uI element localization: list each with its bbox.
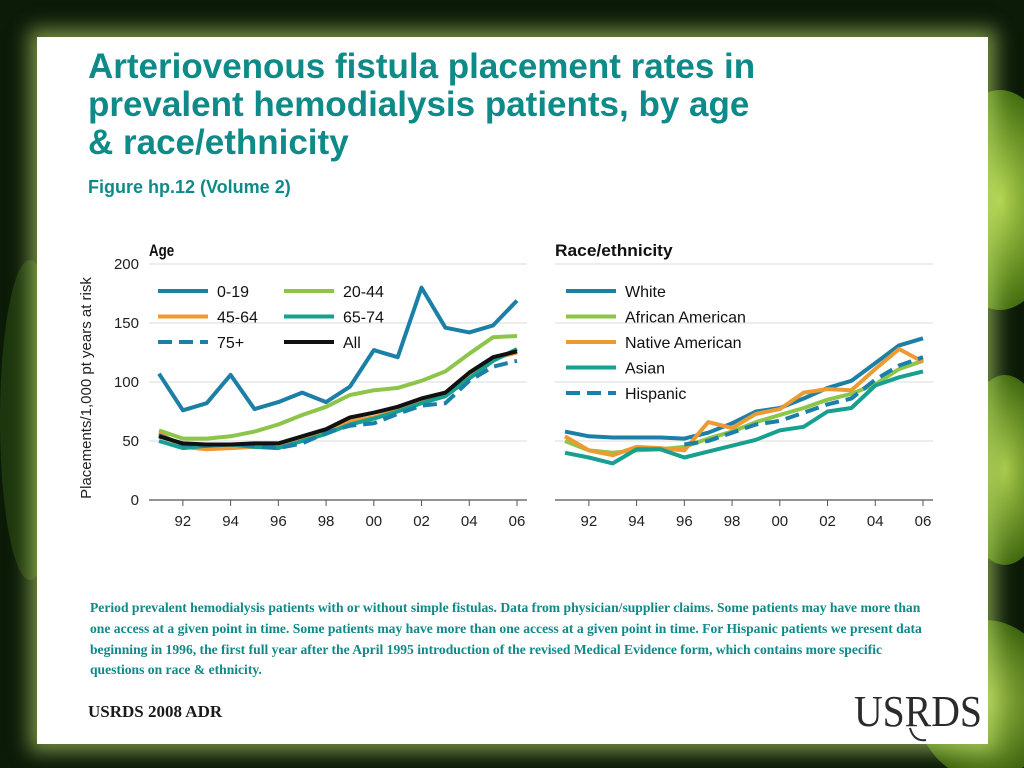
race-x-tick-label: 02 [819, 513, 836, 530]
age-legend-label-all: All [343, 335, 361, 352]
race-x-tick-label: 06 [915, 513, 932, 530]
age-x-tick-label: 02 [413, 513, 430, 530]
age-panel-title: Age [149, 241, 174, 260]
race-series-line-asian [564, 369, 924, 466]
age-x-tick-label: 92 [175, 513, 192, 530]
race-x-tick-label: 96 [676, 513, 693, 530]
race-x-tick-label: 04 [867, 513, 884, 530]
footer-source: USRDS 2008 ADR [88, 702, 223, 721]
slide-title-line-1: Arteriovenous fistula placement rates in [88, 47, 756, 86]
age-series-line-0-19 [157, 285, 519, 413]
age-y-tick-label: 150 [114, 315, 139, 332]
age-legend-label-45-64: 45-64 [217, 310, 258, 327]
age-y-tick-label: 100 [114, 374, 139, 391]
race-legend-label-native-american: Native American [625, 335, 742, 352]
age-legend-label-20-44: 20-44 [343, 284, 384, 301]
age-x-tick-label: 04 [461, 513, 478, 530]
figure-subtitle: Figure hp.12 (Volume 2) [88, 177, 291, 197]
slide-title: Arteriovenous fistula placement rates in… [88, 48, 888, 162]
age-series-line-20-44 [158, 334, 518, 441]
age-legend-label-0-19: 0-19 [217, 284, 249, 301]
age-x-tick-label: 96 [270, 513, 287, 530]
age-y-tick-label: 200 [114, 256, 139, 273]
race-series-line-native-american [563, 347, 924, 458]
age-x-tick-label: 94 [222, 513, 239, 530]
age-series-line-all [158, 349, 518, 447]
age-series-line-75- [158, 358, 518, 451]
usrds-logo-text: USRDS [854, 687, 982, 736]
age-y-tick-label: 0 [131, 492, 139, 509]
age-x-tick-label: 00 [365, 513, 382, 530]
slide-title-line-2: prevalent hemodialysis patients, by age [88, 85, 750, 124]
age-x-tick-label: 98 [318, 513, 335, 530]
y-axis-label: Placements/1,000 pt years at risk [78, 277, 95, 499]
age-y-tick-label: 50 [122, 433, 139, 450]
charts-area: 0 50 100 150 200 92 94 96 98 00 02 04 06 Age Placement… [78, 241, 933, 530]
race-legend-label-white: White [625, 284, 666, 301]
age-x-tick-label: 06 [509, 513, 526, 530]
race-x-tick-label: 00 [771, 513, 788, 530]
race-panel-title: Race/ethnicity [555, 241, 673, 260]
race-x-tick-label: 92 [581, 513, 598, 530]
race-series-line-white [564, 336, 924, 441]
race-x-tick-label: 94 [628, 513, 645, 530]
race-legend-label-african-american: African American [625, 310, 746, 327]
usrds-logo: USRDS [854, 687, 982, 742]
age-legend-label-65-74: 65-74 [343, 310, 384, 327]
figure-note: Period prevalent hemodialysis patients w… [90, 600, 922, 678]
race-x-tick-label: 98 [724, 513, 741, 530]
race-legend-label-hispanic: Hispanic [625, 386, 686, 403]
age-legend-label-75-: 75+ [217, 335, 244, 352]
race-series-line-hispanic [684, 355, 924, 447]
slide-title-line-3: & race/ethnicity [88, 123, 349, 162]
race-legend-label-asian: Asian [625, 361, 665, 378]
